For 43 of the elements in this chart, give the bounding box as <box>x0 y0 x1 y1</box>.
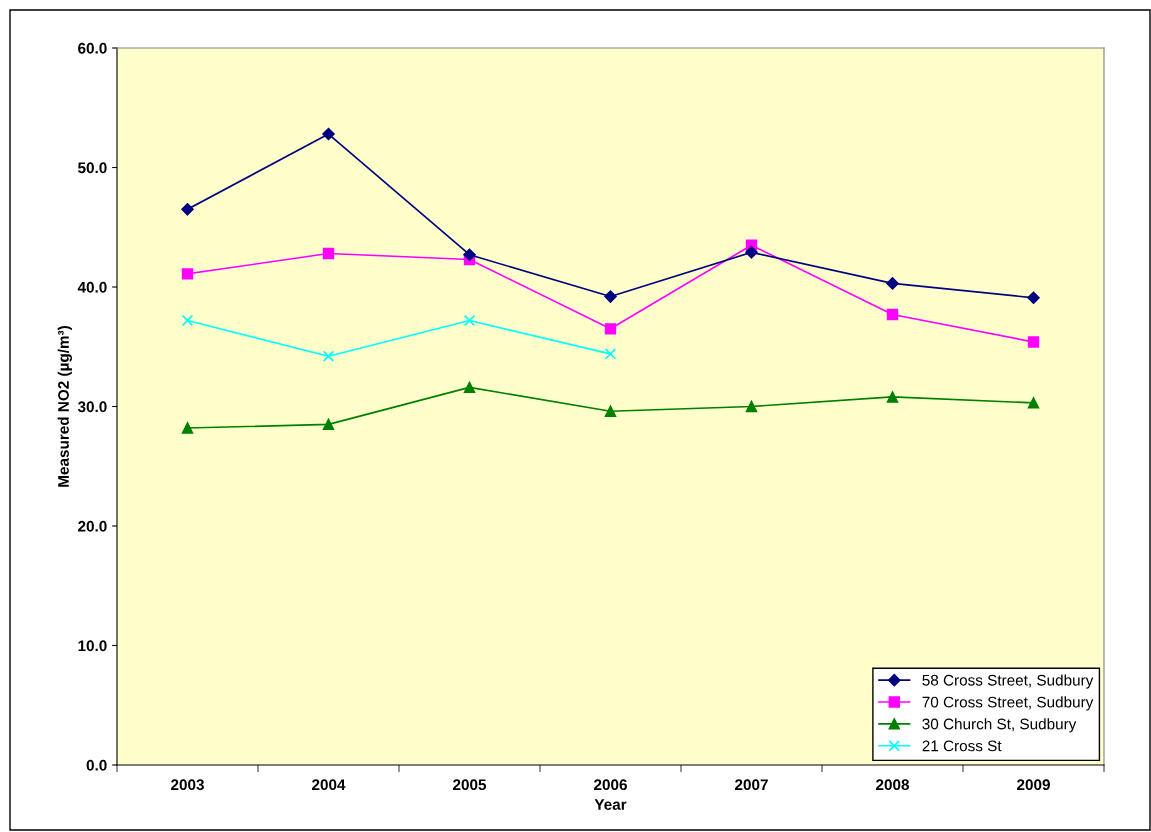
y-tick-label: 40.0 <box>77 281 107 293</box>
point <box>886 391 899 403</box>
x-tick-label: 2003 <box>171 779 204 791</box>
x-tick-label: 2009 <box>1017 779 1050 791</box>
x-tick-label: 2004 <box>312 779 346 791</box>
point <box>463 248 476 261</box>
point <box>322 247 335 260</box>
point <box>181 203 194 216</box>
point <box>322 418 335 431</box>
y-tick-label: 60.0 <box>78 42 107 54</box>
point <box>1027 397 1040 409</box>
point <box>745 246 758 259</box>
point <box>181 268 194 280</box>
point <box>886 277 899 290</box>
point <box>604 348 617 360</box>
point <box>1027 336 1040 348</box>
y-tick-label: 0.0 <box>86 759 107 771</box>
point <box>604 405 617 417</box>
point <box>181 314 194 327</box>
legend-label: 30 Church St, Sudbury <box>922 718 1077 733</box>
y-axis-title: Measured NO2 (µg/m³) <box>57 326 72 487</box>
point <box>181 422 194 434</box>
x-tick-label: 2006 <box>594 779 627 791</box>
legend-label: 70 Cross Street, Sudbury <box>922 696 1094 711</box>
point <box>745 400 758 413</box>
point <box>322 127 335 141</box>
point <box>463 314 476 327</box>
x-tick-label: 2005 <box>453 779 487 791</box>
y-tick-label: 50.0 <box>78 162 107 174</box>
point <box>604 290 617 303</box>
point <box>463 381 476 394</box>
y-tick-label: 30.0 <box>77 401 107 413</box>
point <box>322 350 335 363</box>
y-tick-label: 20.0 <box>78 520 107 532</box>
x-axis-title: Year <box>594 799 627 810</box>
legend-label: 58 Cross Street, Sudbury <box>922 674 1094 689</box>
point <box>886 308 899 321</box>
point <box>1027 291 1040 304</box>
x-tick-label: 2007 <box>735 779 768 791</box>
y-tick-label: 10.0 <box>78 640 107 652</box>
point <box>604 323 617 335</box>
x-tick-label: 2008 <box>876 779 910 791</box>
legend-label: 21 Cross St <box>922 740 1002 752</box>
